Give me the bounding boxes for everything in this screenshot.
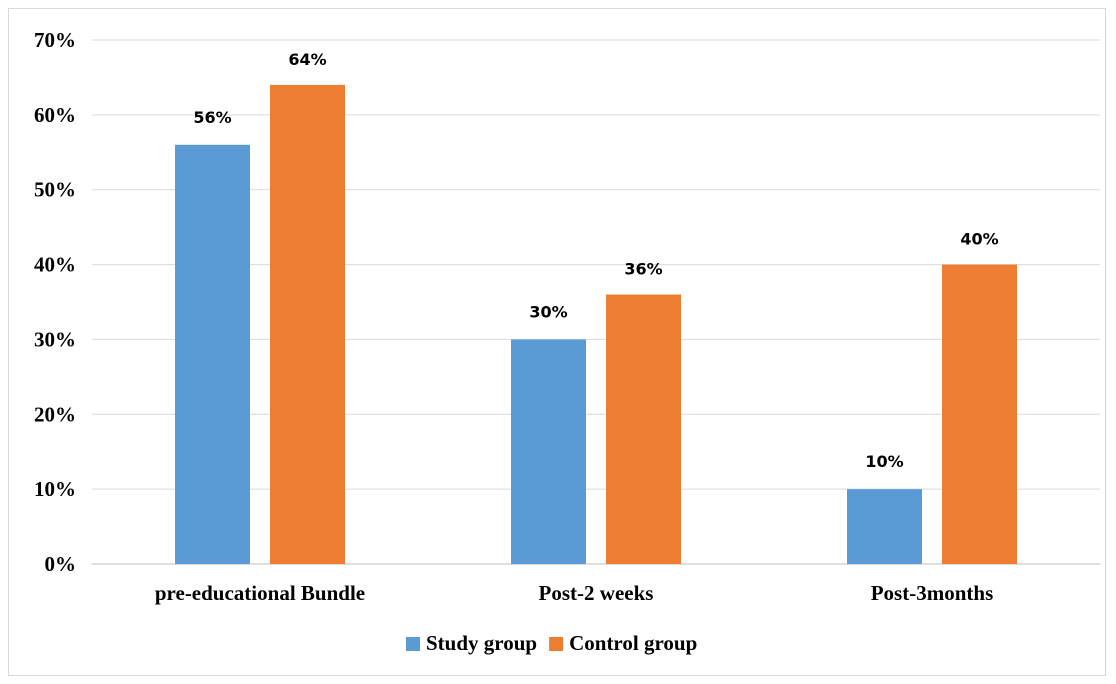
x-tick-label: Post-3months [871,581,994,605]
y-tick-label: 70% [34,28,76,52]
y-tick-label: 20% [34,402,76,426]
gridlines [92,39,1100,565]
data-label: 64% [288,50,326,69]
y-tick-label: 30% [34,327,76,351]
y-tick-label: 0% [45,552,77,576]
data-labels: 56% 64% 30% 36% 10% 40% [193,50,998,471]
x-axis: pre-educational Bundle Post-2 weeks Post-3… [155,581,993,605]
data-label: 40% [960,230,998,249]
legend-label: Control group [569,631,697,655]
bar [847,489,922,564]
y-tick-label: 10% [34,477,76,501]
x-tick-label: Post-2 weeks [539,581,654,605]
y-tick-label: 60% [34,103,76,127]
bar [606,294,681,564]
data-label: 30% [529,302,567,321]
y-axis: 0% 10% 20% 30% 40% 50% 60% 70% [34,28,76,576]
x-tick-label: pre-educational Bundle [155,581,365,605]
bar [511,339,586,564]
bars [175,84,1017,565]
y-tick-label: 50% [34,178,76,202]
data-label: 10% [865,452,903,471]
bar [942,264,1017,564]
legend-swatch [406,637,420,651]
legend-label: Study group [426,631,537,655]
bar [175,144,250,565]
legend: Study group Control group [406,631,697,655]
bar [270,84,345,565]
data-label: 56% [193,108,231,127]
legend-swatch [549,637,564,651]
data-label: 36% [624,260,662,279]
y-tick-label: 40% [34,253,76,277]
